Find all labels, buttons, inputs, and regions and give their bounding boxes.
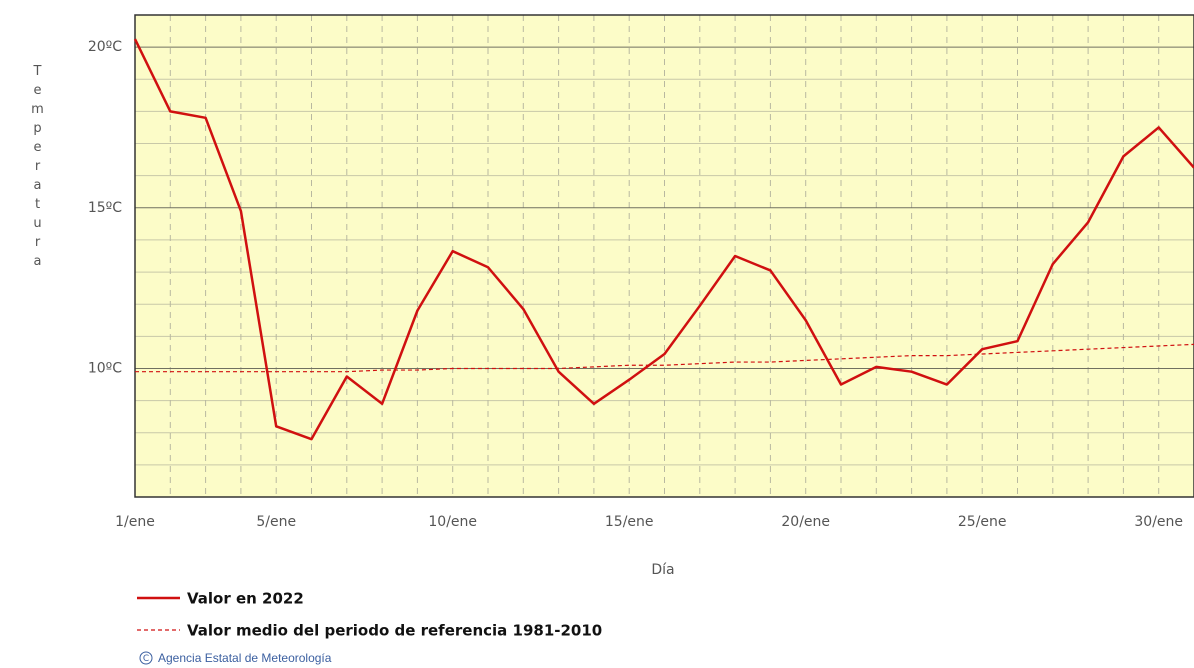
y-tick-label: 20ºC [88, 39, 122, 55]
x-tick-label: 15/ene [605, 514, 654, 530]
x-tick-label: 10/ene [428, 514, 477, 530]
legend-label: Valor medio del periodo de referencia 19… [187, 622, 602, 640]
series-line [133, 38, 1194, 441]
x-tick-label: 30/ene [1134, 514, 1183, 530]
series-line [135, 343, 1194, 373]
y-axis-label: Temperatura [30, 64, 45, 273]
copyright-icon [139, 651, 153, 665]
x-tick-label: 1/ene [115, 514, 155, 530]
y-tick-label: 15ºC [88, 200, 122, 216]
x-tick-label: 20/ene [781, 514, 830, 530]
x-tick-label: 25/ene [958, 514, 1007, 530]
x-axis-label: Día [651, 562, 674, 578]
plot-border [134, 14, 1194, 498]
credit: Agencia Estatal de Meteorología [158, 651, 332, 665]
copyright-c: C [143, 654, 149, 664]
y-tick-label: 10ºC [88, 360, 122, 376]
legend-label: Valor en 2022 [187, 590, 304, 608]
x-tick-label: 5/ene [256, 514, 296, 530]
